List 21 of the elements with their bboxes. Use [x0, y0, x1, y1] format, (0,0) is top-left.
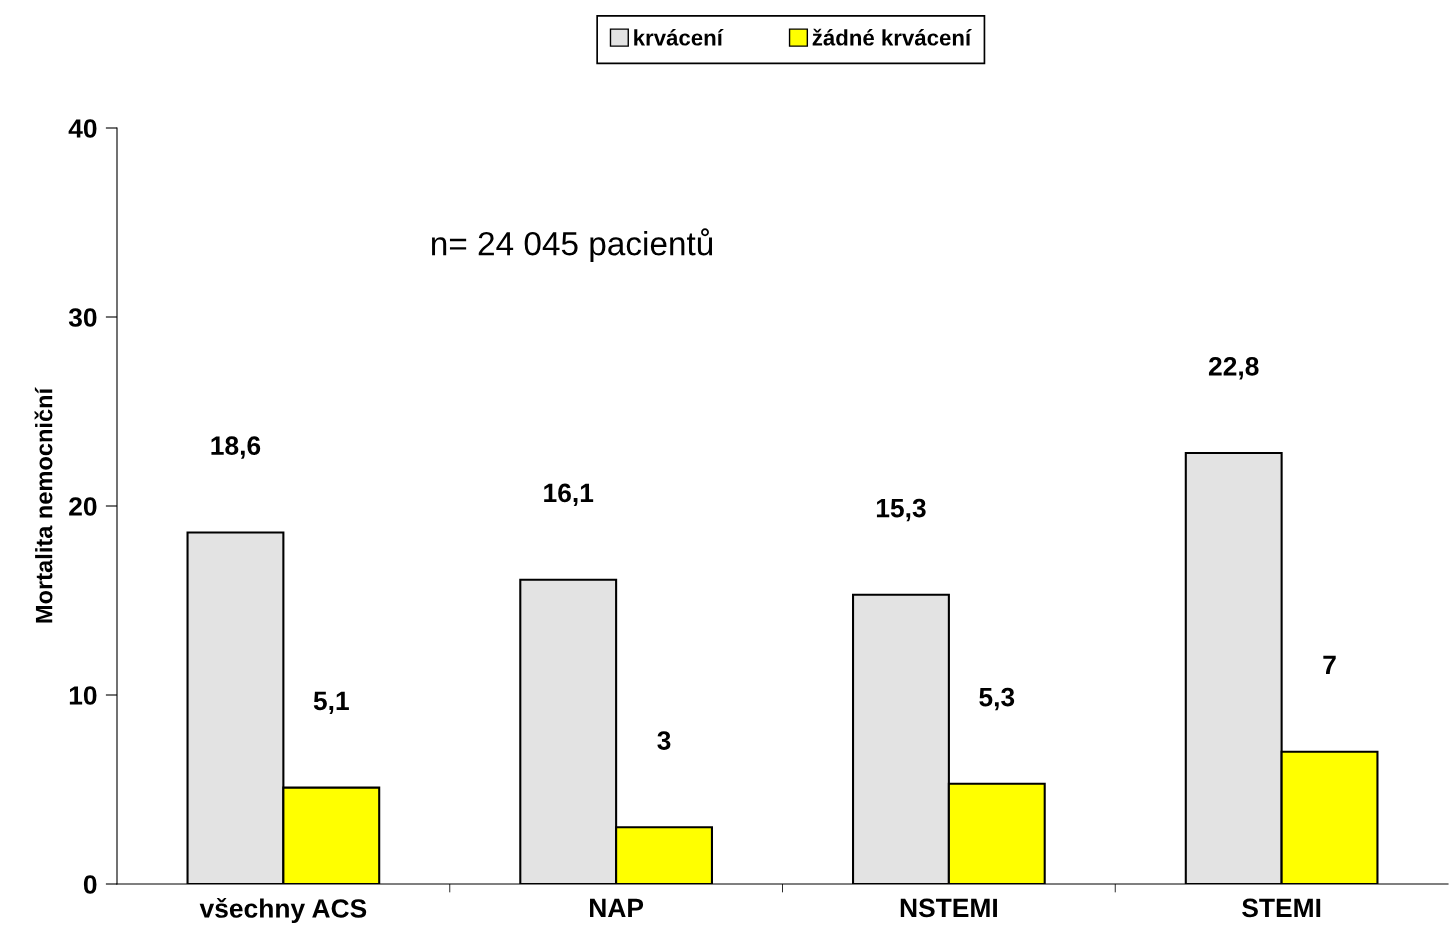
legend-label: žádné krvácení [812, 28, 972, 46]
data-label: 15,3 [876, 498, 926, 522]
x-tick-label: STEMI [1242, 898, 1321, 918]
y-tick-label: 30 [68, 308, 97, 327]
y-tick-label: 10 [69, 686, 97, 705]
y-tick-label: 40 [68, 119, 97, 138]
y-tick-label: 20 [69, 497, 97, 516]
x-tick-label: NAP [590, 898, 644, 918]
data-label: 3 [657, 731, 671, 750]
legend-label: krvácení [634, 29, 724, 46]
data-label: 7 [1323, 655, 1336, 674]
data-label: 18,6 [211, 436, 261, 459]
data-label: 22,8 [1208, 356, 1259, 380]
annotation: n= 24 045 pacientů [432, 228, 713, 263]
data-label: 16,1 [544, 483, 594, 507]
y-tick-label: 0 [83, 875, 97, 894]
y-axis-title: Mortalita nemocniční [34, 387, 53, 623]
x-tick-label: NSTEMI [900, 898, 997, 918]
data-label: 5,1 [313, 691, 349, 714]
data-label: 5,3 [979, 687, 1015, 711]
x-tick-label: všechny ACS [199, 897, 367, 924]
